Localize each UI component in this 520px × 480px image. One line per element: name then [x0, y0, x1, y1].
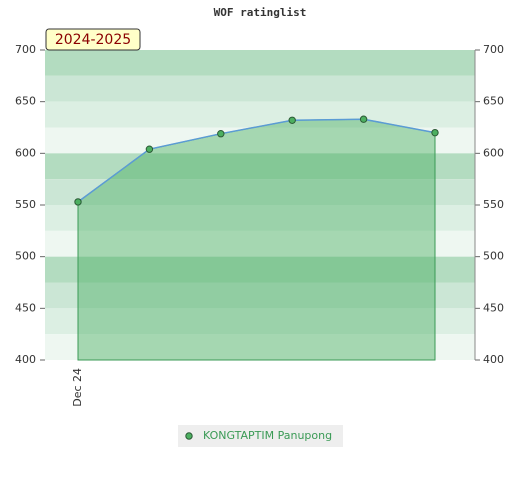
marker: [288, 116, 296, 124]
marker: [74, 198, 82, 206]
background-band: [45, 179, 475, 205]
y2-tick-label: 450: [483, 301, 504, 314]
background-band: [45, 101, 475, 128]
y-tick-label: 550: [15, 198, 36, 211]
y-tick-label: 700: [15, 43, 36, 56]
background-band: [45, 334, 475, 360]
y2-tick-label: 550: [483, 198, 504, 211]
y-tick-label: 450: [15, 301, 36, 314]
annotation-box: [45, 28, 141, 51]
y-tick-label: 600: [15, 146, 36, 159]
background-band: [45, 153, 475, 180]
y2-tick-label: 650: [483, 95, 504, 108]
y-tick-label: 500: [15, 250, 36, 263]
background-band: [45, 256, 475, 283]
background-band: [45, 50, 475, 76]
y2-tick-label: 600: [483, 146, 504, 159]
background-band: [45, 308, 475, 335]
legend-label: KONGTAPTIM Panupong: [203, 429, 332, 442]
y-tick-label: 650: [15, 95, 36, 108]
y2-tick-label: 500: [483, 250, 504, 263]
background-band: [45, 282, 475, 309]
y2-tick-label: 700: [483, 43, 504, 56]
x-tick-label: Dec 24: [71, 368, 84, 407]
marker: [217, 130, 225, 138]
background-band: [45, 230, 475, 257]
annotation: 2024-2025: [55, 32, 131, 48]
marker: [145, 145, 154, 153]
marker: [359, 115, 368, 123]
y-tick-label: 400: [15, 353, 36, 366]
chart-title: WOF ratinglist: [214, 6, 307, 19]
background-band: [45, 127, 475, 154]
legend-box: [178, 425, 343, 447]
marker: [431, 128, 439, 137]
line: [77, 118, 436, 203]
y2-tick-label: 400: [483, 353, 504, 366]
background-band: [45, 75, 475, 102]
legend-marker: [185, 432, 193, 440]
background-band: [45, 205, 475, 231]
